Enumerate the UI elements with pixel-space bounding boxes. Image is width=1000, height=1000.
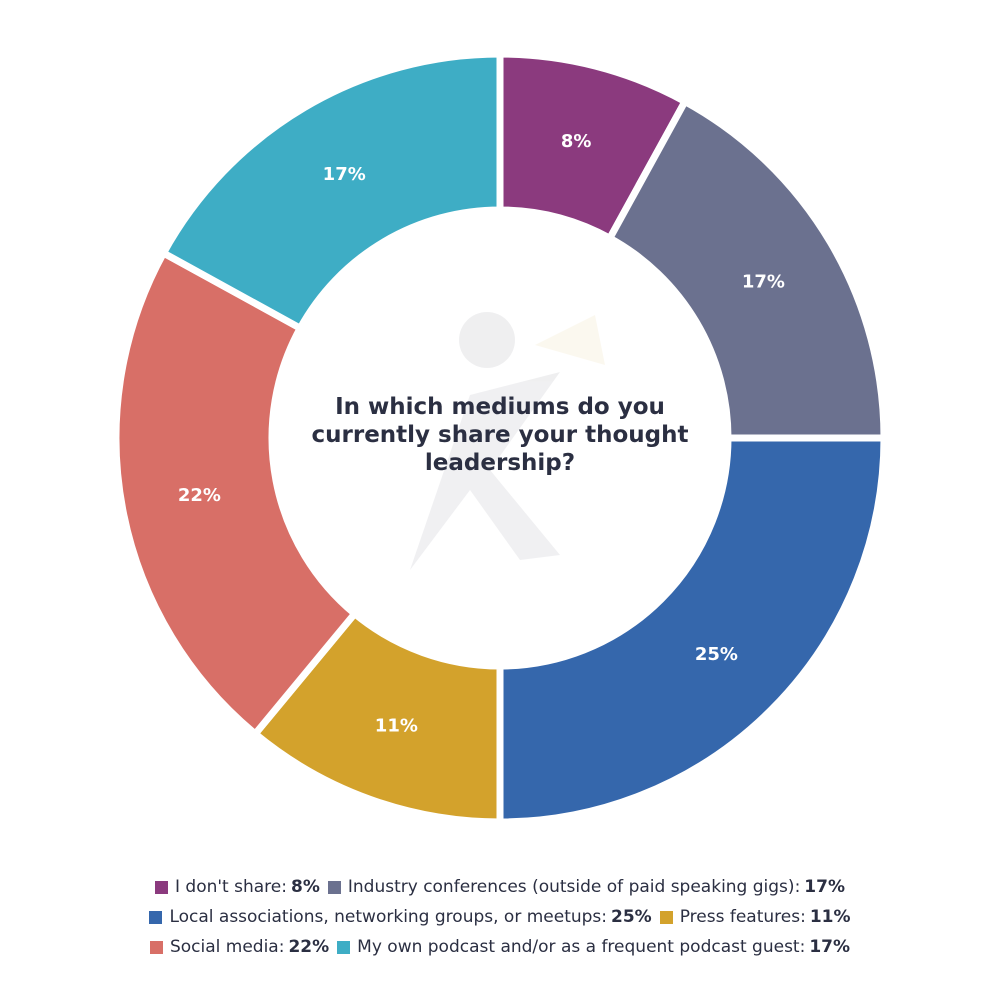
slice-data-label: 22% (178, 485, 221, 506)
legend-value: 8% (290, 877, 320, 897)
legend-swatch (149, 940, 163, 954)
legend-item-press-features: Press features:11% (659, 907, 851, 927)
legend-item-industry-conferences: Industry conferences (outside of paid sp… (327, 877, 845, 897)
legend-label: Social media (169, 937, 279, 957)
legend-value: 17% (804, 877, 845, 897)
slice-data-label: 17% (323, 164, 366, 185)
pie-slice (158, 50, 504, 333)
legend-value: 17% (809, 937, 851, 957)
legend-value: 22% (288, 937, 330, 957)
donut-chart: 8% 17% 25% 11% 22% 17% (112, 50, 888, 826)
slice-data-label: 17% (742, 272, 785, 293)
slice-data-label: 25% (695, 644, 738, 665)
legend-item-podcast: My own podcast and/or as a frequent podc… (337, 937, 850, 957)
legend-label: Industry conferences (outside of paid sp… (347, 877, 795, 897)
legend-swatch (337, 940, 351, 954)
pie-slice (496, 434, 888, 826)
legend-label: Press features (679, 907, 801, 927)
legend-row: I don't share:8% Industry conferences (o… (0, 872, 1000, 902)
legend-swatch (149, 910, 163, 924)
legend-label: My own podcast and/or as a frequent podc… (357, 937, 800, 957)
legend-item-dont-share: I don't share:8% (155, 877, 320, 897)
legend-swatch (659, 910, 673, 924)
legend: I don't share:8% Industry conferences (o… (0, 872, 1000, 962)
legend-value: 11% (809, 907, 851, 927)
legend-row: Social media:22% My own podcast and/or a… (0, 932, 1000, 962)
chart-title: In which mediums do you currently share … (311, 394, 689, 476)
legend-swatch (327, 880, 341, 894)
legend-label: I don't share (175, 877, 282, 897)
legend-item-social-media: Social media:22% (149, 937, 330, 957)
slice-data-label: 11% (375, 715, 418, 736)
legend-value: 25% (611, 907, 652, 927)
legend-row: Local associations, networking groups, o… (0, 902, 1000, 932)
legend-swatch (155, 880, 168, 894)
pie-slice (112, 248, 360, 739)
slice-data-label: 8% (561, 131, 592, 152)
logo-watermark (410, 312, 605, 570)
pie-slice (605, 96, 888, 442)
legend-item-local-associations: Local associations, networking groups, o… (149, 907, 652, 927)
legend-label: Local associations, networking groups, o… (169, 907, 602, 927)
